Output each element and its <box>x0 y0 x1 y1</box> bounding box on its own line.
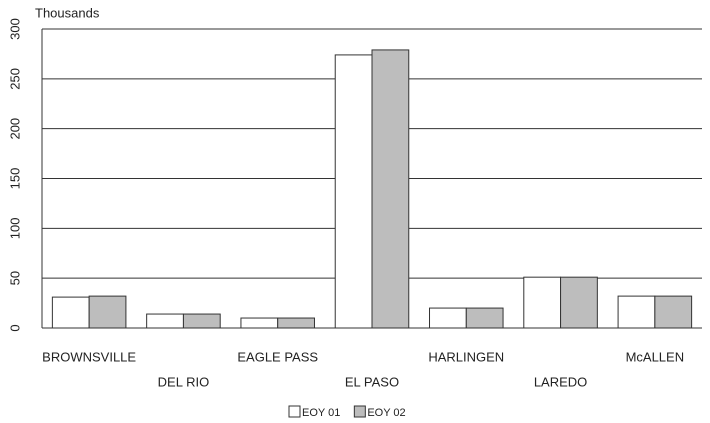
bar <box>146 313 184 329</box>
x-tick-label: McALLEN <box>626 349 685 364</box>
x-tick-label: DEL RIO <box>158 374 210 389</box>
y-tick-label: 150 <box>7 168 22 190</box>
x-tick-label: BROWNSVILLE <box>42 349 136 364</box>
bar <box>240 317 279 329</box>
legend-swatch <box>353 405 366 418</box>
bar <box>277 317 315 329</box>
y-axis-label: Thousands <box>35 5 100 20</box>
bar <box>51 296 90 329</box>
x-tick-label: EL PASO <box>345 374 399 389</box>
bar <box>654 295 693 329</box>
y-tick-label: 300 <box>7 18 22 40</box>
bar <box>465 307 504 329</box>
x-tick-label: HARLINGEN <box>428 349 504 364</box>
legend-label: EOY 01 <box>302 407 340 419</box>
y-tick-label: 0 <box>7 324 22 331</box>
bar <box>560 276 598 329</box>
bar <box>371 49 410 329</box>
y-tick-label: 200 <box>7 118 22 140</box>
y-tick-label: 250 <box>7 68 22 90</box>
bar <box>429 307 467 329</box>
y-tick-label: 50 <box>7 271 22 285</box>
x-tick-label: EAGLE PASS <box>237 349 318 364</box>
legend-swatch <box>288 405 301 418</box>
bar <box>182 313 221 329</box>
x-tick-label: LAREDO <box>534 374 587 389</box>
bar <box>88 295 127 329</box>
bar <box>617 295 656 329</box>
y-tick-label: 100 <box>7 217 22 239</box>
bar <box>523 276 562 329</box>
bar <box>334 54 373 329</box>
legend-label: EOY 02 <box>367 407 405 419</box>
